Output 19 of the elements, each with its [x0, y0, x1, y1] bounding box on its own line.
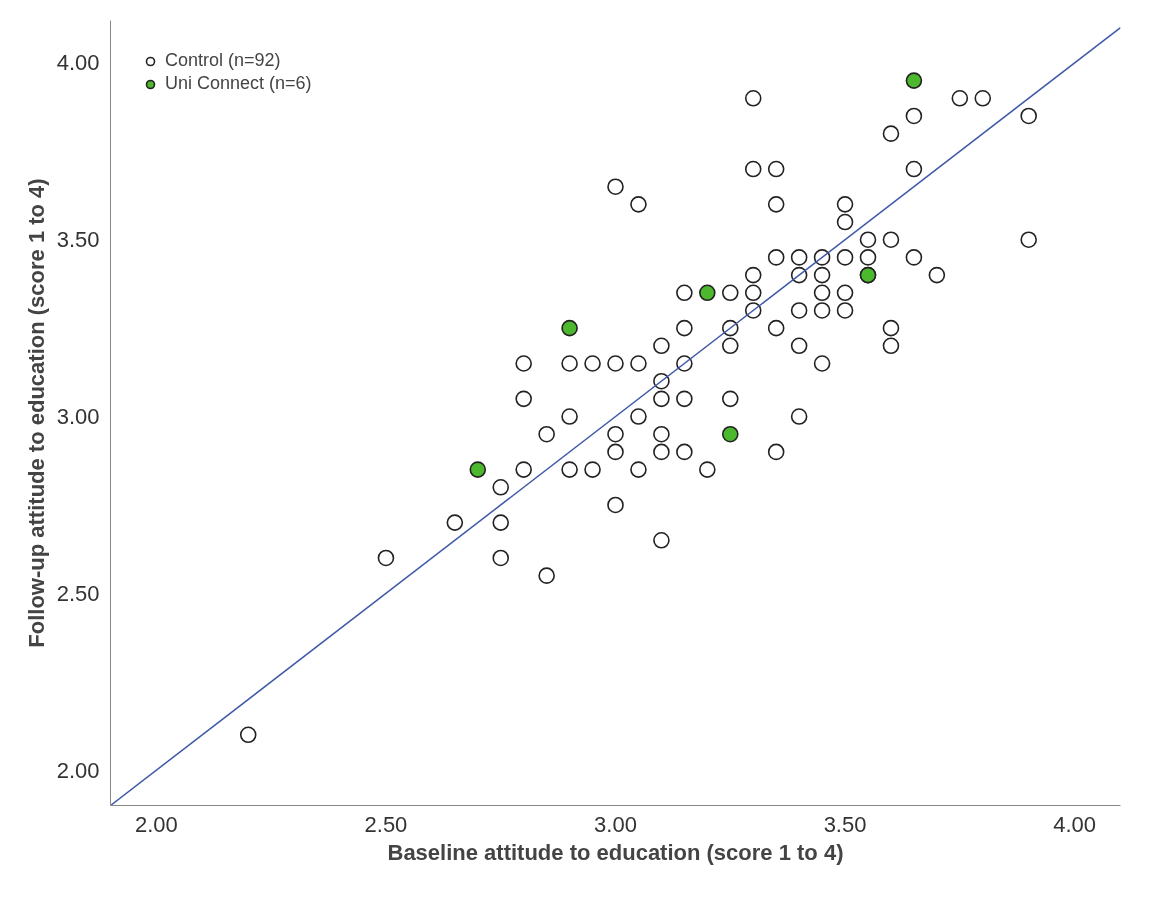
point [561, 319, 578, 337]
x-tick-label: 3.00 [594, 811, 637, 837]
y-tick-label: 4.00 [56, 50, 100, 76]
x-tick-label: 2.00 [135, 811, 178, 837]
point [905, 72, 923, 89]
y-tick-label: 2.50 [56, 580, 100, 606]
x-tick-label: 3.50 [823, 811, 867, 837]
y-tick-label: 2.00 [56, 757, 100, 783]
x-tick-label: 2.50 [364, 811, 408, 837]
x-axis-title: Baseline attitude to education (score 1 to 4) [387, 839, 844, 865]
y-tick-label: 3.50 [56, 227, 100, 253]
point [699, 284, 716, 302]
y-tick-label: 3.00 [56, 404, 100, 430]
point [469, 461, 487, 478]
x-tick-label: 4.00 [1053, 811, 1097, 837]
y-axis-title: Follow-up attitude to education (score 1 to 4) [23, 178, 49, 648]
legend-label: Control (n=92) [165, 50, 281, 71]
legend-label: Uni Connect (n=6) [165, 73, 312, 94]
point [721, 425, 739, 443]
